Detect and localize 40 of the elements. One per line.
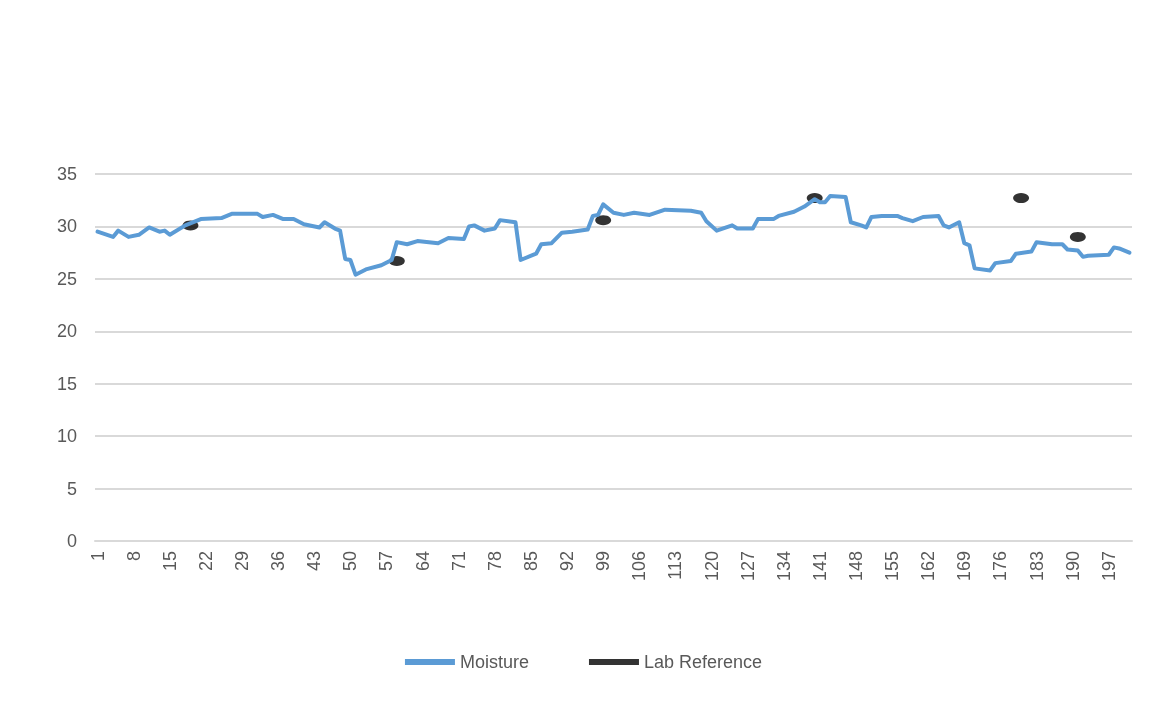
y-tick-label: 35 [56, 164, 77, 184]
y-tick-label: 30 [56, 216, 77, 237]
x-tick-label: 22 [195, 551, 216, 572]
legend-label: Lab Reference [643, 652, 763, 672]
x-tick-label: 64 [412, 551, 433, 572]
x-tick-label: 78 [484, 551, 505, 572]
x-tick-label: 176 [990, 551, 1011, 582]
y-tick-label: 0 [66, 531, 77, 551]
y-tick-label: 25 [56, 268, 77, 289]
x-tick-label: 71 [448, 551, 469, 572]
y-tick-label: 10 [56, 426, 77, 447]
y-tick-label: 20 [56, 321, 77, 342]
x-tick-label: 15 [159, 551, 180, 572]
y-tick-label: 15 [56, 373, 77, 394]
x-tick-label: 99 [593, 551, 614, 572]
line-series [95, 194, 1132, 277]
x-tick-label: 8 [123, 551, 144, 562]
x-tick-label: 155 [882, 551, 903, 582]
x-tick-label: 36 [268, 551, 289, 572]
x-tick-label: 169 [954, 551, 975, 582]
x-tick-label: 92 [557, 551, 578, 572]
x-tick-label: 141 [809, 551, 830, 582]
x-tick-label: 127 [737, 551, 758, 582]
x-tick-label: 183 [1026, 551, 1047, 582]
x-tick-label: 43 [304, 551, 325, 572]
x-tick-label: 85 [520, 551, 541, 572]
x-tick-label: 148 [845, 551, 866, 582]
y-tick-label: 5 [66, 478, 77, 499]
x-tick-label: 197 [1098, 551, 1119, 582]
x-tick-label: 162 [918, 551, 939, 582]
x-tick-label: 113 [665, 551, 686, 580]
x-tick-label: 120 [701, 551, 722, 582]
x-tick-label: 1 [87, 551, 108, 562]
x-tick-label: 106 [629, 551, 650, 582]
x-tick-label: 29 [232, 551, 253, 572]
x-tick-label: 134 [773, 551, 794, 582]
legend-label: Moisture [459, 652, 529, 672]
x-tick-label: 50 [340, 551, 361, 572]
x-tick-label: 190 [1062, 551, 1083, 582]
x-tick-label: 57 [376, 551, 397, 572]
